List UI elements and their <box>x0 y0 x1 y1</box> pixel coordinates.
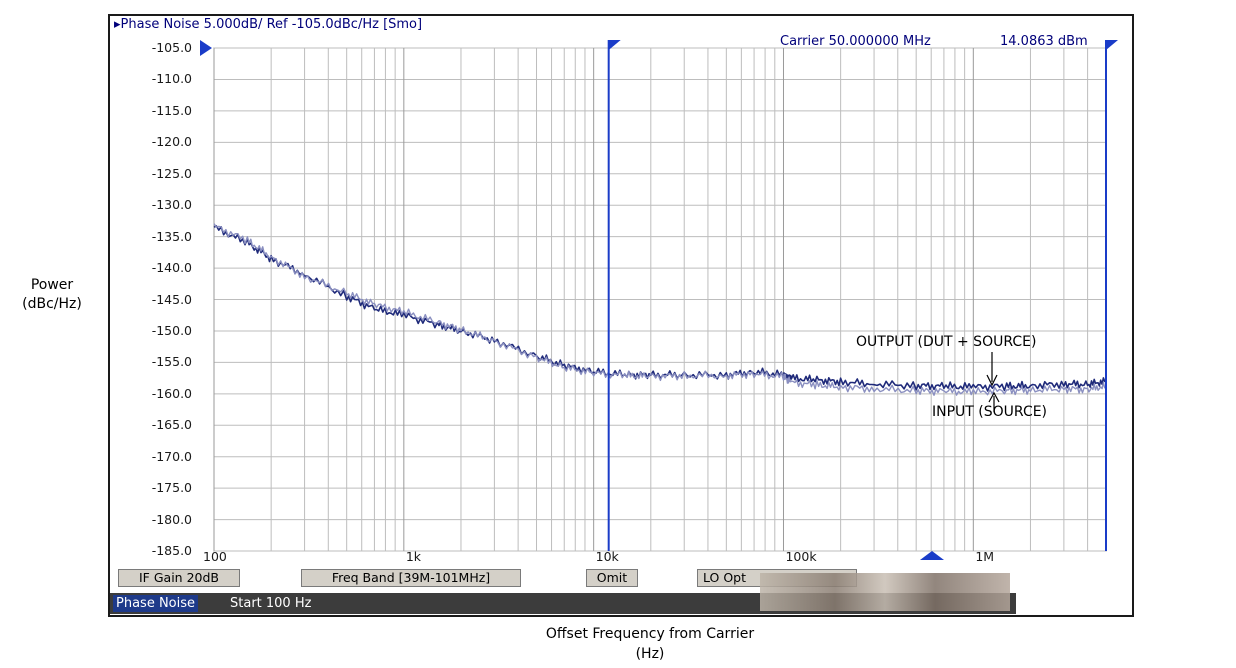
x-tick-label: 1M <box>975 549 995 564</box>
freq-band-softkey[interactable]: Freq Band [39M-101MHz] <box>301 569 521 587</box>
marker-flag-icon <box>1106 40 1118 50</box>
y-axis-label-line1: Power <box>30 277 74 293</box>
annotation-input: INPUT (SOURCE) <box>932 404 1048 420</box>
compression-artifact <box>760 573 1010 611</box>
marker-flag-icon <box>608 40 621 50</box>
chart-traces <box>213 223 1107 396</box>
y-tick-label: -125.0 <box>151 165 192 181</box>
x-tick-label: 1k <box>405 549 422 564</box>
x-axis-label-line2: (Hz) <box>635 646 665 662</box>
y-tick-label: -105.0 <box>151 40 192 55</box>
y-tick-label: -160.0 <box>151 385 192 401</box>
x-tick-label: 100 <box>203 549 227 564</box>
y-tick-label: -150.0 <box>151 322 192 338</box>
y-tick-label: -155.0 <box>151 354 192 370</box>
x-tick-label: 10k <box>595 549 619 564</box>
x-axis-label-line1: Offset Frequency from Carrier <box>545 626 755 642</box>
measurement-title: Phase Noise 5.000dB/ Ref -105.0dBc/Hz [S… <box>120 17 423 32</box>
y-axis-label-line2: (dBc/Hz) <box>22 296 82 312</box>
span-marker-icon <box>920 551 944 560</box>
carrier-power: 14.0863 dBm <box>1000 34 1088 49</box>
if-gain-softkey[interactable]: IF Gain 20dB <box>118 569 240 587</box>
annotation-arrows <box>986 352 1000 412</box>
output-arrowhead-icon <box>986 374 998 387</box>
y-tick-label: -140.0 <box>151 260 192 276</box>
y-tick-label: -185.0 <box>151 543 192 558</box>
y-tick-label: -170.0 <box>151 448 192 464</box>
reference-level-icon <box>200 40 212 56</box>
omit-softkey[interactable]: Omit <box>586 569 638 587</box>
input-arrowhead-icon <box>988 391 1000 403</box>
y-tick-label: -145.0 <box>151 291 192 307</box>
status-mode[interactable]: Phase Noise <box>113 595 199 612</box>
x-axis-label: Offset Frequency from Carrier (Hz) <box>460 624 840 664</box>
annotation-output: OUTPUT (DUT + SOURCE) <box>856 334 1037 350</box>
header-triangle-icon: ▸ <box>114 17 121 32</box>
y-tick-label: -135.0 <box>151 228 192 244</box>
x-tick-label: 100k <box>785 549 817 564</box>
status-start-frequency: Start 100 Hz <box>230 596 312 611</box>
y-tick-label: -120.0 <box>151 134 192 150</box>
input-trace <box>213 223 1107 396</box>
y-tick-label: -175.0 <box>151 480 192 496</box>
y-tick-label: -165.0 <box>151 417 192 433</box>
y-tick-label: -110.0 <box>151 71 192 87</box>
y-tick-label: -130.0 <box>151 197 192 213</box>
y-tick-label: -115.0 <box>151 102 192 118</box>
measurement-header: ▸Phase Noise 5.000dB/ Ref -105.0dBc/Hz [… <box>114 17 422 32</box>
carrier-frequency: Carrier 50.000000 MHz <box>780 34 931 49</box>
chart-markers <box>200 40 1118 560</box>
y-tick-label: -180.0 <box>151 511 192 527</box>
y-axis-label: Power (dBc/Hz) <box>0 276 104 314</box>
